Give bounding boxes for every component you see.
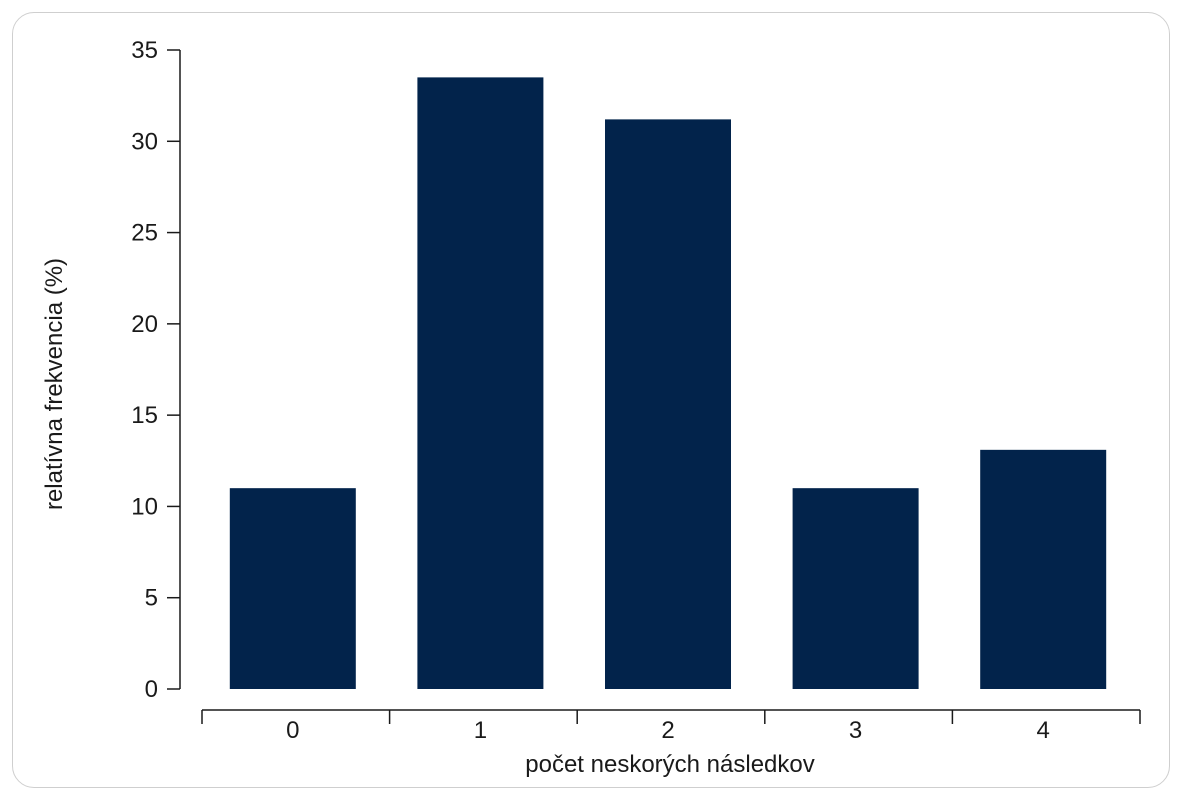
bar-4 xyxy=(980,449,1107,689)
y-tick-label: 10 xyxy=(131,493,158,520)
bar-3 xyxy=(792,488,919,689)
y-tick-label: 5 xyxy=(145,585,158,612)
bar-1 xyxy=(417,77,544,689)
x-tick-label: 1 xyxy=(474,717,487,744)
x-tick-label: 2 xyxy=(661,717,674,744)
y-tick-label: 35 xyxy=(131,37,158,64)
y-tick-label: 20 xyxy=(131,311,158,338)
y-tick-label: 25 xyxy=(131,220,158,247)
x-tick-label: 0 xyxy=(286,717,299,744)
y-tick-label: 0 xyxy=(145,676,158,703)
x-axis-title: počet neskorých následkov xyxy=(525,751,815,778)
y-axis-title: relatívna frekvencia (%) xyxy=(41,258,68,510)
chart-frame xyxy=(12,12,1170,788)
x-axis: 0 1 2 3 4 xyxy=(201,709,1141,744)
bar-2 xyxy=(605,119,731,690)
y-axis: 0 5 10 15 20 25 30 35 xyxy=(131,37,181,703)
x-tick-label: 4 xyxy=(1037,717,1050,744)
bars xyxy=(229,77,1107,690)
bar-0 xyxy=(229,488,356,689)
y-tick-label: 15 xyxy=(131,402,158,429)
x-tick-label: 3 xyxy=(849,717,862,744)
y-tick-label: 30 xyxy=(131,128,158,155)
